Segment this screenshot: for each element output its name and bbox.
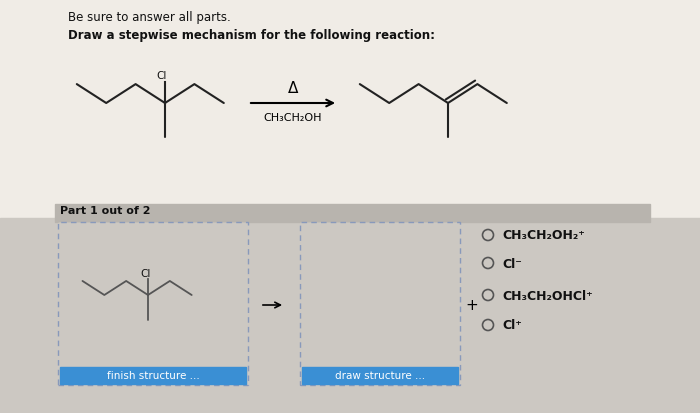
- Text: draw structure ...: draw structure ...: [335, 370, 425, 380]
- Text: Cl: Cl: [141, 268, 150, 278]
- Bar: [55, 204, 650, 223]
- Circle shape: [482, 230, 493, 241]
- Circle shape: [482, 290, 493, 301]
- Text: Be sure to answer all parts.: Be sure to answer all parts.: [68, 11, 231, 24]
- Text: Part 1 out of 2: Part 1 out of 2: [60, 206, 150, 216]
- Bar: [60, 367, 246, 384]
- Text: finish structure ...: finish structure ...: [106, 370, 199, 380]
- Circle shape: [482, 320, 493, 331]
- Text: Cl: Cl: [157, 71, 167, 81]
- Text: Cl⁺: Cl⁺: [502, 319, 522, 332]
- Text: Draw a stepwise mechanism for the following reaction:: Draw a stepwise mechanism for the follow…: [68, 29, 435, 42]
- Bar: [0, 218, 700, 413]
- Text: CH₃CH₂OH₂⁺: CH₃CH₂OH₂⁺: [502, 229, 585, 242]
- Text: CH₃CH₂OHCl⁺: CH₃CH₂OHCl⁺: [502, 289, 593, 302]
- Text: Δ: Δ: [288, 81, 298, 96]
- Bar: [58, 223, 248, 385]
- Text: +: +: [466, 298, 478, 313]
- Text: Cl⁻: Cl⁻: [502, 257, 522, 270]
- Circle shape: [482, 258, 493, 269]
- Bar: [300, 223, 460, 385]
- Text: CH₃CH₂OH: CH₃CH₂OH: [264, 113, 322, 123]
- Bar: [0, 0, 700, 218]
- Bar: [302, 367, 458, 384]
